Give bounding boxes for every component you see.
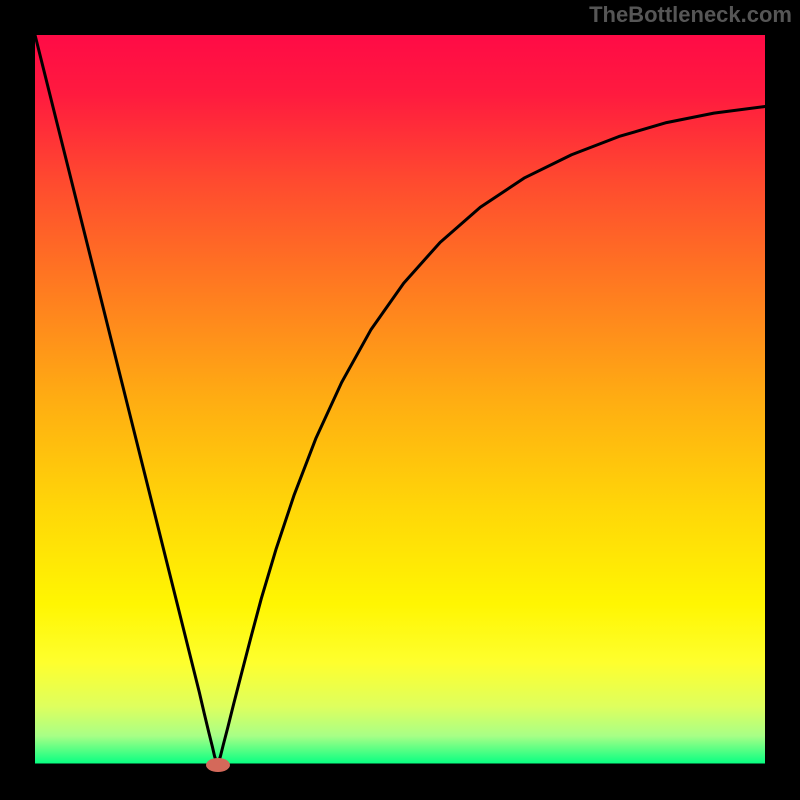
chart-container: TheBottleneck.com — [0, 0, 800, 800]
gradient-background — [35, 35, 765, 765]
attribution-text: TheBottleneck.com — [589, 2, 792, 28]
minimum-marker — [206, 758, 230, 772]
plot-area — [35, 35, 765, 765]
